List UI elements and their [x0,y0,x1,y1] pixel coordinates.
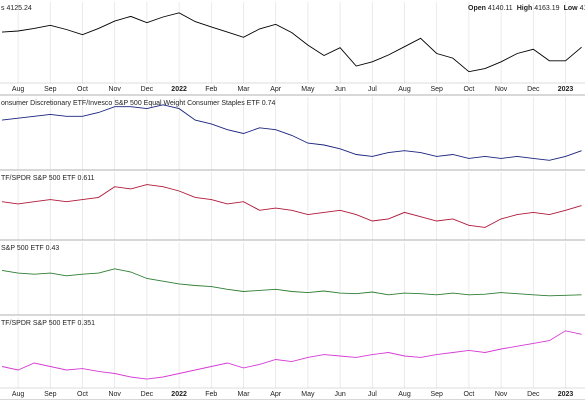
panel-label: onsumer Discretionary ETF/Invesco S&P 50… [1,100,276,107]
x-tick-label: Aug [12,86,25,93]
ohlc-value: 4163.19 [534,5,559,12]
x-tick-label: Jul [368,86,377,93]
line-series [1,330,582,380]
x-tick-label: Dec [141,391,154,398]
line-series [1,104,582,161]
x-tick-label: Aug [12,391,25,398]
x-tick-label: Sep [430,391,443,398]
x-tick-label: May [301,391,315,398]
ohlc-label: Open [468,5,486,12]
x-tick-label: Mar [237,86,250,93]
x-tick-label: Mar [237,391,250,398]
x-tick-label: Aug [398,391,411,398]
x-tick-label: Jun [334,391,345,398]
x-tick-label: Dec [527,86,540,93]
x-tick-label: Oct [463,391,474,398]
ohlc-value: 4140.11 [488,5,513,12]
x-tick-label: 2023 [558,391,574,398]
line-series [1,184,582,228]
x-tick-label: Dec [141,86,154,93]
x-tick-label: 2022 [171,391,187,398]
x-tick-label: Sep [430,86,443,93]
x-tick-label: Apr [270,86,282,93]
x-tick-label: Nov [108,86,121,93]
x-tick-label: Sep [44,391,57,398]
x-tick-label: Dec [527,391,540,398]
x-tick-label: Feb [205,86,217,93]
x-tick-label: Nov [495,391,508,398]
x-tick-label: Sep [44,86,57,93]
x-tick-label: Apr [270,391,282,398]
x-tick-label: Nov [108,391,121,398]
x-tick-label: May [301,86,315,93]
x-tick-label: Nov [495,86,508,93]
x-tick-label: Feb [205,391,217,398]
line-series [1,12,582,73]
x-tick-label: Oct [463,86,474,93]
panel-label: TF/SPDR S&P 500 ETF 0.611 [1,175,95,182]
x-tick-label: 2023 [558,86,574,93]
ohlc-label: High [517,5,533,12]
x-tick-label: Oct [77,391,88,398]
x-tick-label: Oct [77,86,88,93]
x-tick-label: Aug [398,86,411,93]
ohlc-value: 4113.2 [580,5,585,12]
panel-label: S&P 500 ETF 0.43 [1,245,59,252]
x-tick-label: 2022 [171,86,187,93]
ohlc-label: Low [564,5,579,12]
panel-label: TF/SPDR S&P 500 ETF 0.351 [1,320,95,327]
panel-label: s 4125.24 [1,5,32,12]
x-tick-label: Jun [334,86,345,93]
x-tick-label: Jul [368,391,377,398]
line-series [1,268,582,297]
